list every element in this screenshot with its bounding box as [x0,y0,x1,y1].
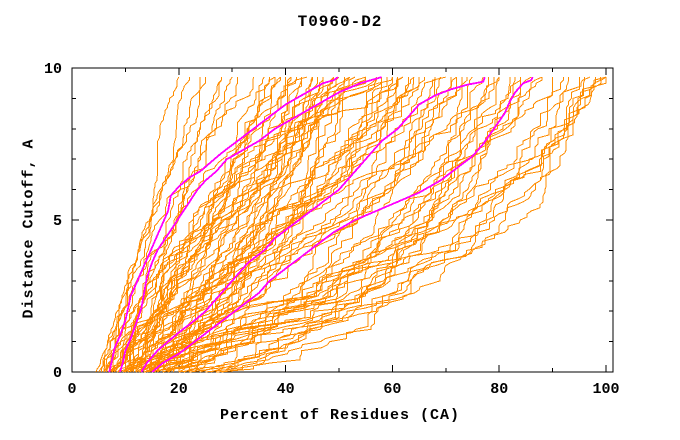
prediction-curve [146,77,388,372]
prediction-curve [156,76,500,373]
prediction-curve [114,76,308,373]
prediction-curve [156,77,335,372]
prediction-curve [106,77,206,372]
prediction-curve [226,76,607,372]
prediction-curve [95,76,180,373]
prediction-curve [140,76,377,372]
y-tick-label: 0 [53,365,62,382]
x-tick-label: 20 [170,381,188,398]
prediction-curve [146,76,313,373]
prediction-curve [178,77,463,373]
prediction-curve [154,76,366,373]
x-tick-label: 100 [592,381,619,398]
prediction-curve [146,77,489,373]
prediction-curve [106,76,351,373]
x-axis-label: Percent of Residues (CA) [219,407,461,424]
prediction-curve [140,77,303,373]
tick-labels: 0 20 40 60 80 100 0 5 10 [44,61,620,398]
y-tick-label: 10 [44,61,62,78]
prediction-curve [231,77,596,372]
prediction-curve [216,76,607,373]
prediction-curve [151,76,543,372]
prediction-curve [189,77,554,373]
highlighted-curve [140,76,486,373]
highlighted-curve [108,76,339,373]
prediction-curve [151,77,324,372]
prediction-curve [135,77,281,373]
prediction-curve [108,77,222,373]
prediction-curve [117,77,292,373]
prediction-curve [146,77,436,372]
highlighted-curve [119,76,382,373]
prediction-curve [162,77,564,373]
prediction-curve [140,76,473,372]
prediction-curve [162,77,468,373]
chart-title: T0960-D2 [297,13,383,31]
prediction-curve [135,77,500,373]
prediction-curve [135,76,446,373]
prediction-curve [183,77,607,373]
x-tick-label: 80 [490,381,508,398]
x-tick-label: 40 [277,381,295,398]
prediction-curve [119,76,367,372]
prediction-curve [111,77,377,373]
prediction-curve [132,77,383,372]
prediction-curve [130,76,457,373]
prediction-curve [162,77,425,372]
highlighted-curve [151,76,534,373]
x-tick-label: 0 [67,381,76,398]
prediction-curve [167,77,452,373]
prediction-curves [95,76,607,373]
prediction-curve [124,77,436,373]
y-tick-label: 5 [53,213,62,230]
highlighted-curves [108,76,534,373]
prediction-curve [138,77,393,373]
prediction-curve [178,77,580,373]
x-tick-label: 60 [383,381,401,398]
prediction-curve [157,76,441,373]
